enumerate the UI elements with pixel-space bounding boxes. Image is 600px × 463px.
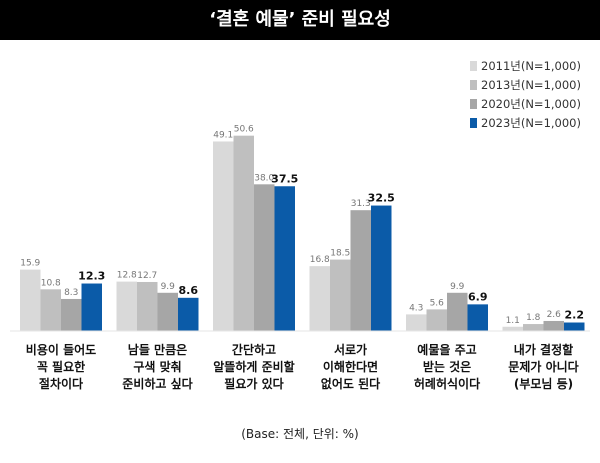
value-label-4-3: 6.9 <box>468 290 488 303</box>
value-label-4-1: 5.6 <box>430 298 445 308</box>
category-label-0-2: 절차이다 <box>39 376 83 391</box>
value-label-5-3: 2.2 <box>565 309 585 322</box>
value-label-5-0: 1.1 <box>506 316 520 326</box>
category-label-4-2: 허례허식이다 <box>414 376 480 391</box>
legend-swatch-3 <box>470 117 477 128</box>
value-label-1-1: 12.7 <box>137 271 157 281</box>
category-label-3-1: 이해한다면 <box>323 359 378 374</box>
legend-item-3: 2023년(N=1,000) <box>470 113 581 132</box>
bar-4-0 <box>406 314 427 331</box>
category-label-1-0: 남들 만큼은 <box>128 342 187 357</box>
value-label-5-2: 2.6 <box>547 310 562 320</box>
bar-4-2 <box>447 292 468 331</box>
legend-label-0: 2011년(N=1,000) <box>481 58 581 73</box>
value-label-2-3: 37.5 <box>271 172 298 185</box>
bar-1-3 <box>178 297 199 331</box>
value-label-1-0: 12.8 <box>117 271 137 281</box>
category-label-5-2: (부모님 등) <box>514 376 573 391</box>
value-label-2-2: 38.0 <box>254 173 274 183</box>
category-label-3-0: 서로가 <box>334 342 367 357</box>
category-label-1-2: 준비하고 싶다 <box>122 376 192 391</box>
legend-label-3: 2023년(N=1,000) <box>481 115 581 130</box>
value-label-3-1: 18.5 <box>330 249 350 259</box>
value-label-2-1: 50.6 <box>234 125 254 135</box>
bar-0-2 <box>61 298 82 331</box>
bar-2-1 <box>233 135 254 331</box>
category-label-2-0: 간단하고 <box>232 342 276 357</box>
bar-4-1 <box>426 309 447 331</box>
value-label-0-1: 10.8 <box>41 278 61 288</box>
legend-label-2: 2020년(N=1,000) <box>481 96 581 111</box>
bar-1-1 <box>137 281 158 331</box>
legend-item-1: 2013년(N=1,000) <box>470 75 581 94</box>
bar-5-1 <box>523 324 544 331</box>
value-label-1-2: 9.9 <box>161 282 176 292</box>
footnote: (Base: 전체, 단위: %) <box>241 427 359 441</box>
category-label-3-2: 없어도 된다 <box>321 376 380 391</box>
category-label-2-1: 알뜰하게 준비할 <box>213 359 294 374</box>
bar-5-2 <box>543 320 564 331</box>
value-label-0-2: 8.3 <box>64 288 78 298</box>
legend-label-1: 2013년(N=1,000) <box>481 77 581 92</box>
bar-0-1 <box>40 289 61 331</box>
value-label-1-3: 8.6 <box>179 284 199 297</box>
legend: 2011년(N=1,000) 2013년(N=1,000) 2020년(N=1,00… <box>470 56 581 132</box>
chart-title: ‘결혼 예물’ 준비 필요성 <box>0 0 600 40</box>
bar-3-3 <box>371 205 392 331</box>
legend-item-0: 2011년(N=1,000) <box>470 56 581 75</box>
bar-5-0 <box>502 326 523 331</box>
bar-2-2 <box>254 184 275 331</box>
value-label-4-0: 4.3 <box>409 303 423 313</box>
value-labels-group: 15.910.88.312.3 12.8 12.79.9 8.649.150.638.… <box>20 125 584 326</box>
value-label-0-3: 12.3 <box>78 270 105 283</box>
bar-2-0 <box>213 141 234 331</box>
value-label-3-2: 31.3 <box>351 199 371 209</box>
bar-0-0 <box>20 269 41 331</box>
value-label-4-2: 9.9 <box>450 282 465 292</box>
bar-3-0 <box>309 266 330 331</box>
bar-3-1 <box>330 259 351 331</box>
bar-1-2 <box>157 292 178 331</box>
category-label-4-0: 예물을 주고 <box>417 342 476 357</box>
bar-0-3 <box>81 283 102 331</box>
value-label-3-3: 32.5 <box>368 192 395 205</box>
value-label-5-1: 1.8 <box>526 313 541 323</box>
category-label-5-1: 문제가 아니다 <box>508 359 578 374</box>
bar-2-3 <box>274 186 295 331</box>
value-label-2-0: 49.1 <box>213 130 233 140</box>
bar-4-3 <box>467 304 488 331</box>
legend-swatch-1 <box>470 79 477 90</box>
category-label-4-1: 받는 것은 <box>423 359 471 374</box>
bar-3-2 <box>350 210 371 331</box>
value-label-0-0: 15.9 <box>20 259 40 269</box>
bar-1-0 <box>116 281 137 331</box>
category-label-0-1: 꼭 필요한 <box>37 359 85 374</box>
bars-group <box>20 135 585 331</box>
category-label-1-1: 구색 맞춰 <box>133 359 181 374</box>
category-label-2-2: 필요가 있다 <box>224 376 283 391</box>
legend-item-2: 2020년(N=1,000) <box>470 94 581 113</box>
legend-swatch-2 <box>470 98 477 109</box>
value-label-3-0: 16.8 <box>310 255 330 265</box>
category-label-5-0: 내가 결정할 <box>514 342 573 357</box>
category-label-0-0: 비용이 들어도 <box>26 342 96 357</box>
legend-swatch-0 <box>470 60 477 71</box>
bar-5-3 <box>564 322 585 331</box>
